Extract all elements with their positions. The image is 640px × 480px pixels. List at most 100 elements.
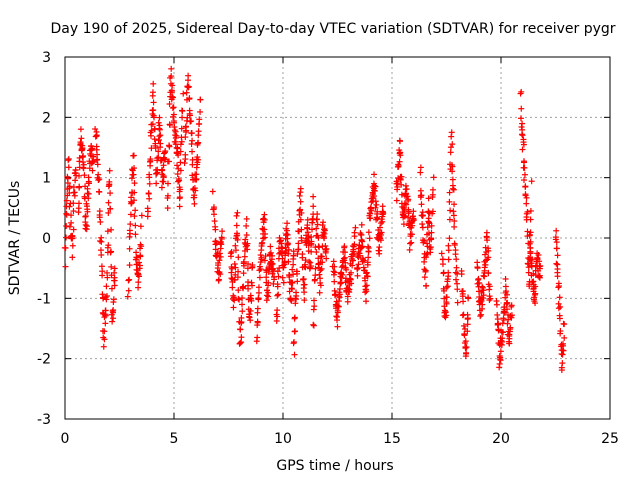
data-point (84, 208, 91, 215)
data-point (146, 180, 153, 187)
data-point (65, 157, 72, 164)
data-point (480, 272, 487, 279)
data-point (195, 132, 202, 139)
data-point (239, 295, 246, 302)
data-point (166, 101, 173, 108)
data-point (99, 268, 106, 275)
data-point (132, 207, 139, 214)
data-point (235, 268, 242, 275)
data-point (321, 227, 328, 234)
data-point (105, 199, 112, 206)
data-point (132, 231, 139, 238)
data-point (400, 221, 407, 228)
data-point (235, 287, 242, 294)
data-point (341, 249, 348, 256)
data-point (320, 219, 327, 226)
data-point (131, 189, 138, 196)
data-point (243, 232, 250, 239)
data-point (268, 260, 275, 267)
data-point (283, 227, 290, 234)
data-point (344, 298, 351, 305)
data-point (109, 309, 116, 316)
data-point (348, 269, 355, 276)
data-point (174, 171, 181, 178)
data-point (376, 224, 383, 231)
data-point (553, 260, 560, 267)
data-point (64, 180, 71, 187)
data-point (519, 146, 526, 153)
data-point (77, 139, 84, 146)
x-tick-label: 20 (492, 431, 510, 447)
data-point (336, 285, 343, 292)
data-point (149, 89, 156, 96)
data-point (101, 328, 108, 335)
data-point (371, 187, 378, 194)
data-point (177, 167, 184, 174)
data-point (253, 338, 260, 345)
data-point (554, 252, 561, 259)
data-point (85, 190, 92, 197)
data-point (474, 265, 481, 272)
data-point (443, 312, 450, 319)
data-point (212, 241, 219, 248)
data-point (154, 169, 161, 176)
data-point (447, 207, 454, 214)
data-point (304, 229, 311, 236)
data-point (351, 233, 358, 240)
data-point (308, 248, 315, 255)
data-point (493, 301, 500, 308)
data-point (97, 238, 104, 245)
data-point (169, 94, 176, 101)
data-point (502, 275, 509, 282)
data-point (182, 156, 189, 163)
data-point (342, 259, 349, 266)
data-point (69, 254, 76, 261)
data-point (227, 253, 234, 260)
data-point (519, 132, 526, 139)
data-point (181, 160, 188, 167)
data-point (193, 175, 200, 182)
data-point (168, 87, 175, 94)
data-point (177, 141, 184, 148)
data-point (111, 265, 118, 272)
data-point (517, 115, 524, 122)
data-point (78, 135, 85, 142)
data-point (518, 88, 525, 95)
data-point (104, 228, 111, 235)
data-point (460, 298, 467, 305)
data-point (240, 283, 247, 290)
data-point (126, 276, 133, 283)
data-point (138, 243, 145, 250)
data-point (167, 122, 174, 129)
data-point (228, 275, 235, 282)
data-point (235, 295, 242, 302)
data-point (495, 327, 502, 334)
data-point (108, 248, 115, 255)
data-point (135, 273, 142, 280)
data-point (179, 114, 186, 121)
data-point (249, 262, 256, 269)
data-point (66, 223, 73, 230)
data-point (255, 296, 262, 303)
data-point (452, 269, 459, 276)
data-point (333, 313, 340, 320)
data-point (237, 340, 244, 347)
data-point (363, 288, 370, 295)
data-point (323, 255, 330, 262)
data-point (173, 132, 180, 139)
data-point (195, 139, 202, 146)
data-point (69, 235, 76, 242)
data-point (230, 304, 237, 311)
data-point (401, 200, 408, 207)
data-point (334, 323, 341, 330)
data-point (508, 314, 515, 321)
data-point (402, 182, 409, 189)
data-point (108, 285, 115, 292)
data-point (102, 294, 109, 301)
data-point (449, 185, 456, 192)
data-point (150, 80, 157, 87)
data-point (110, 299, 117, 306)
data-point (299, 254, 306, 261)
data-point (65, 155, 72, 162)
data-point (103, 292, 110, 299)
